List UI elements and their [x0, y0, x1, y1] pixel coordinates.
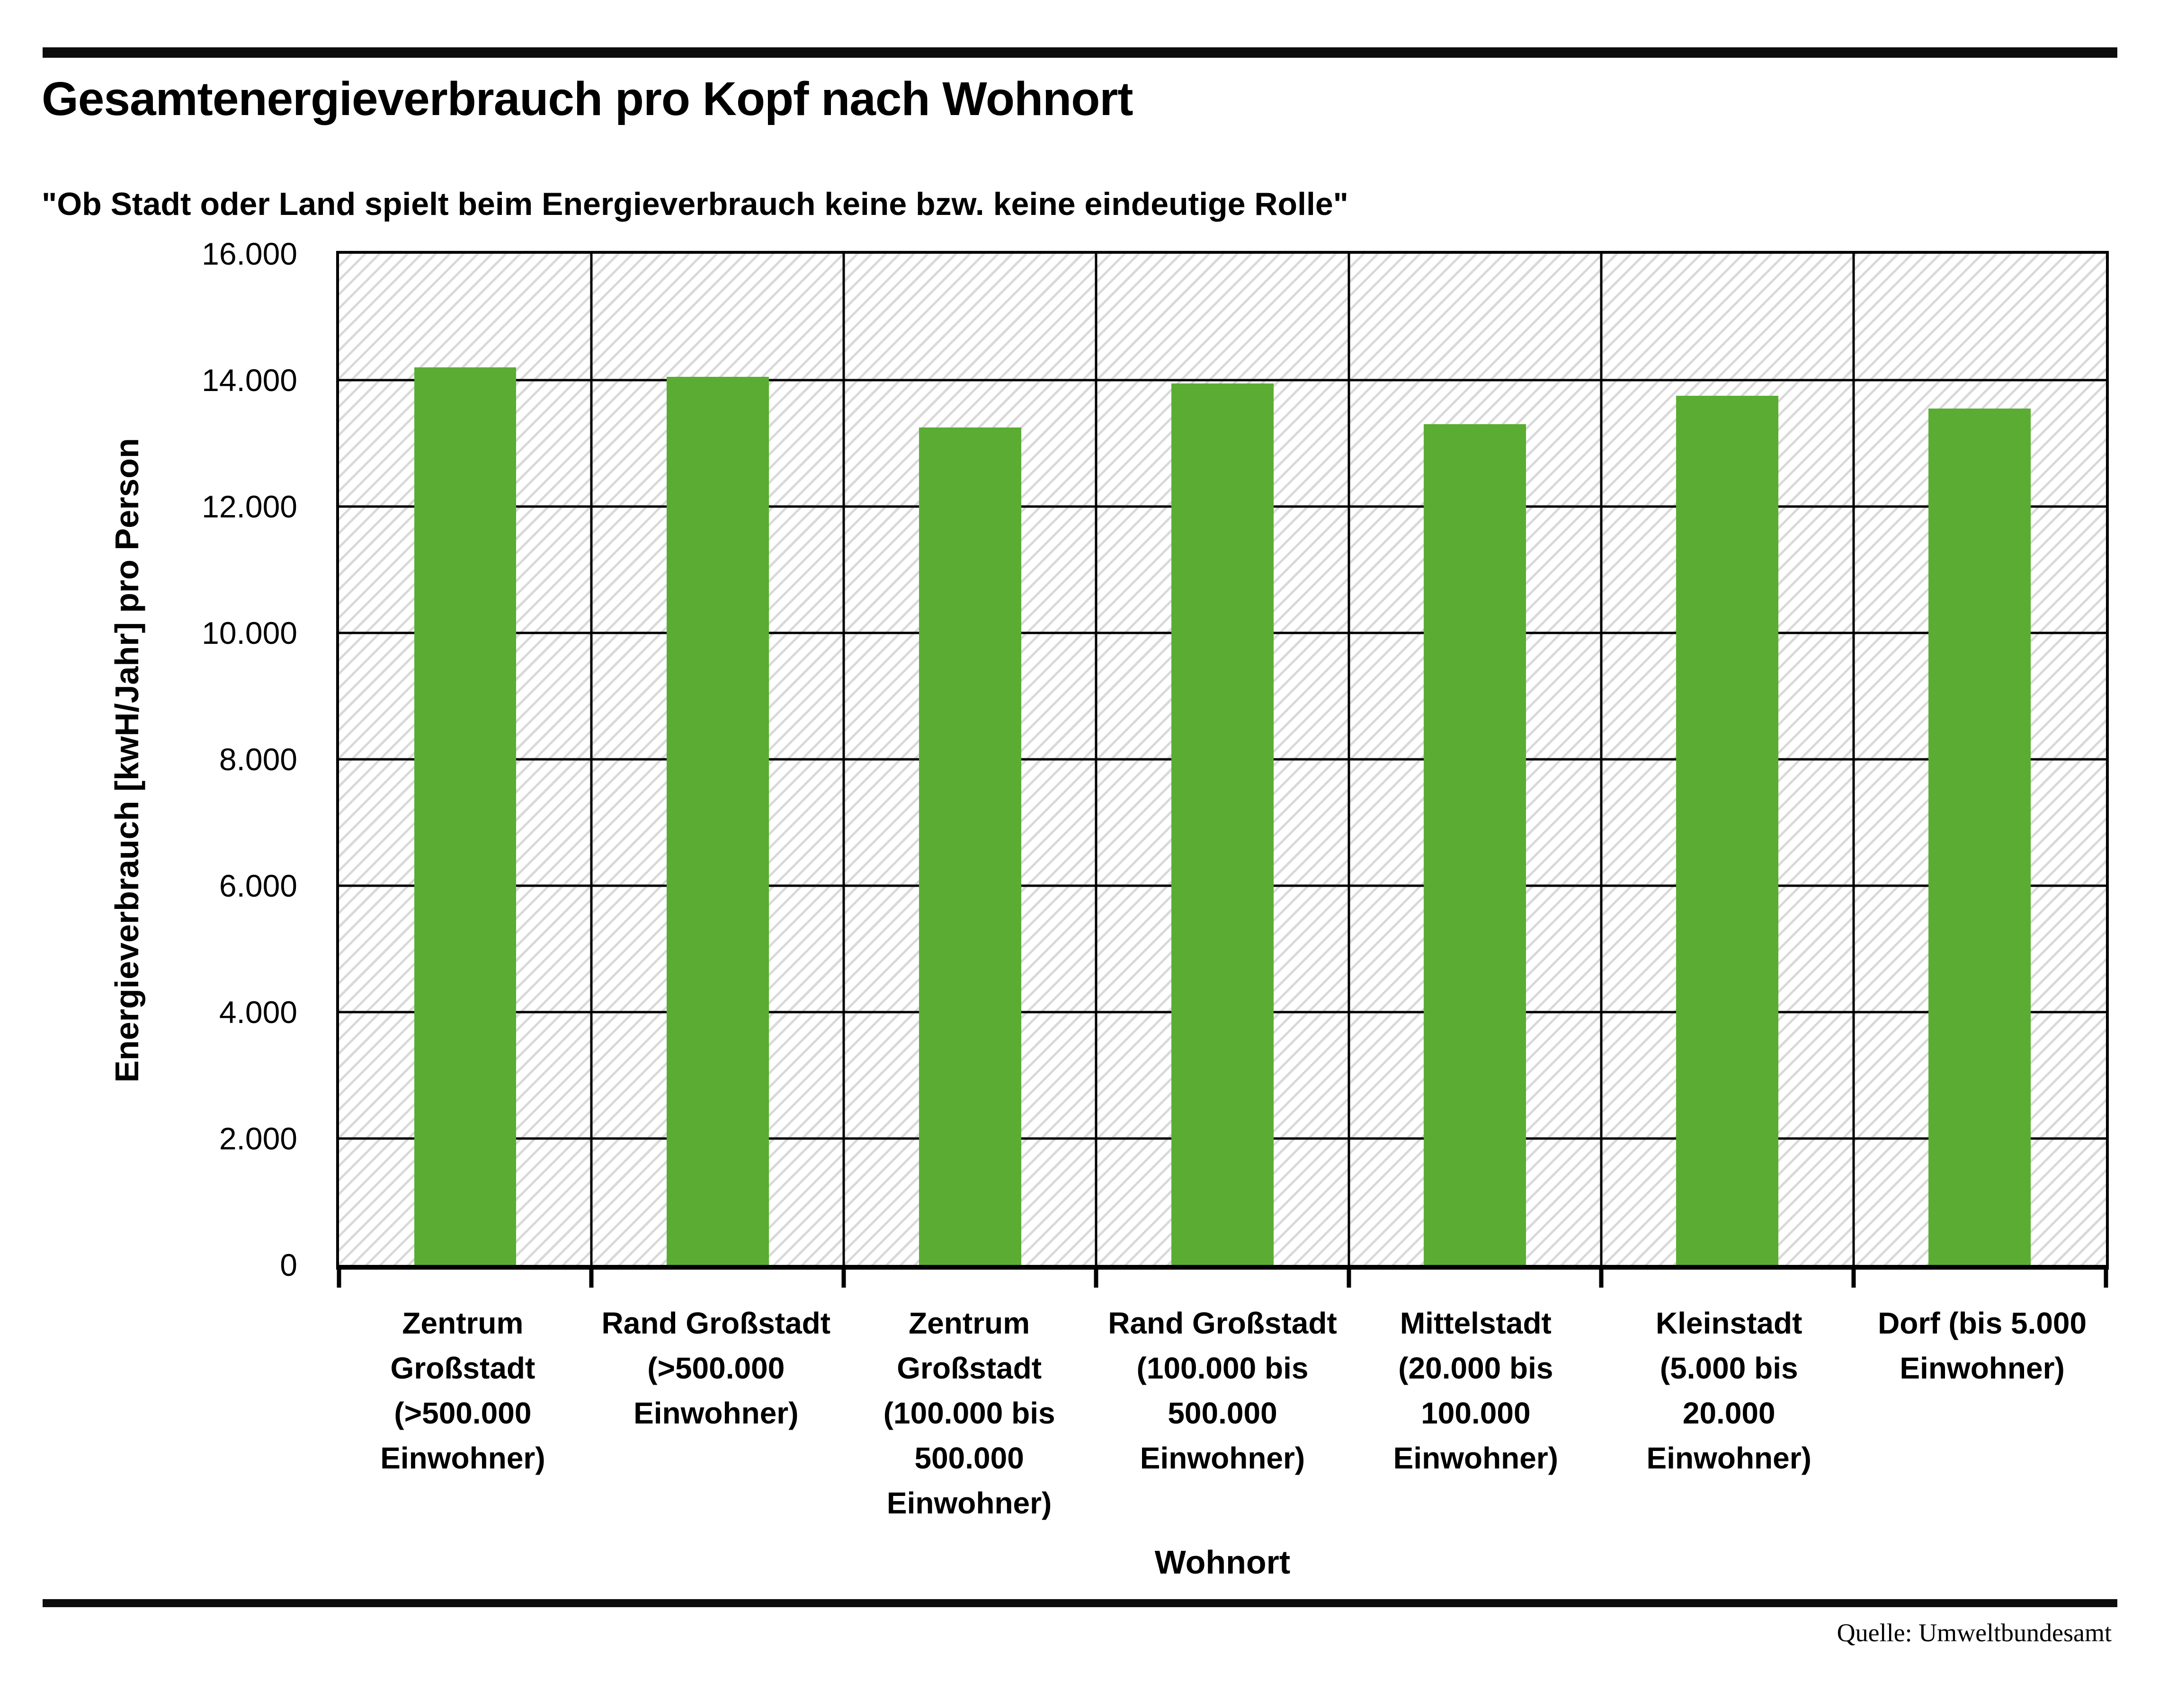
- source-note: Quelle: Umweltbundesamt: [1837, 1619, 2112, 1647]
- page-title: Gesamtenergieverbrauch pro Kopf nach Woh…: [42, 72, 1133, 125]
- y-tick-label: 0: [280, 1247, 297, 1282]
- bars-container: [339, 254, 2106, 1265]
- y-tick-label: 12.000: [202, 489, 297, 524]
- top-rule: [43, 47, 2117, 58]
- x-axis-title: Wohnort: [1154, 1544, 1291, 1581]
- y-tick-label: 6.000: [219, 868, 297, 903]
- x-axis-tick-marks: [337, 1270, 2108, 1288]
- page-subtitle: "Ob Stadt oder Land spielt beim Energiev…: [42, 186, 1348, 222]
- category-cell: [844, 254, 1096, 1265]
- gridline: [339, 379, 2106, 382]
- y-tick-label: 10.000: [202, 615, 297, 650]
- category-label: Mittelstadt (20.000 bis 100.000 Einwohne…: [1393, 1306, 1559, 1475]
- category-cell: [339, 254, 591, 1265]
- category-label: Rand Großstadt (100.000 bis 500.000 Einw…: [1108, 1306, 1337, 1475]
- category-label: Kleinstadt (5.000 bis 20.000 Einwohner): [1646, 1306, 1811, 1475]
- bar-rand-grossstadt-500k: [666, 377, 769, 1265]
- chart-plot-area: [336, 251, 2109, 1270]
- bar-mittelstadt: [1424, 424, 1526, 1265]
- x-tick-mark: [589, 1270, 594, 1288]
- category-divider: [1852, 254, 1855, 1265]
- bar-zentrum-grossstadt-100k-500k: [919, 427, 1021, 1265]
- category-divider: [590, 254, 593, 1265]
- x-tick-mark: [1851, 1270, 1856, 1288]
- category-cell: [1349, 254, 1601, 1265]
- x-tick-mark: [337, 1270, 341, 1288]
- bar-dorf: [1928, 409, 2031, 1265]
- category-label: Rand Großstadt (>500.000 Einwohner): [601, 1306, 831, 1430]
- x-tick-mark: [1094, 1270, 1098, 1288]
- category-cell: [1854, 254, 2106, 1265]
- y-axis-tick-labels: 16.000 14.000 12.000 10.000 8.000 6.000 …: [0, 236, 297, 1282]
- y-tick-label: 16.000: [202, 236, 297, 271]
- y-tick-label: 2.000: [219, 1121, 297, 1156]
- x-axis-category-labels: Zentrum Großstadt (>500.000 Einwohner) R…: [336, 1301, 2109, 1526]
- category-cell: [1096, 254, 1348, 1265]
- bar-zentrum-grossstadt-500k: [414, 367, 517, 1265]
- x-tick-mark: [1347, 1270, 1351, 1288]
- y-tick-label: 8.000: [219, 742, 297, 777]
- category-label: Zentrum Großstadt (100.000 bis 500.000 E…: [883, 1306, 1055, 1520]
- x-tick-mark: [1599, 1270, 1604, 1288]
- category-divider: [1095, 254, 1097, 1265]
- bar-rand-grossstadt-100k-500k: [1171, 383, 1274, 1265]
- category-divider: [1347, 254, 1350, 1265]
- category-label: Dorf (bis 5.000 Einwohner): [1878, 1306, 2087, 1385]
- category-label: Zentrum Großstadt (>500.000 Einwohner): [380, 1306, 545, 1475]
- category-cell: [1601, 254, 1854, 1265]
- x-tick-mark: [841, 1270, 846, 1288]
- bottom-rule: [43, 1599, 2117, 1607]
- category-divider: [842, 254, 845, 1265]
- y-tick-label: 4.000: [219, 995, 297, 1030]
- category-divider: [1600, 254, 1603, 1265]
- category-cell: [591, 254, 844, 1265]
- x-tick-mark: [2104, 1270, 2108, 1288]
- bar-kleinstadt: [1676, 396, 1779, 1265]
- y-tick-label: 14.000: [202, 363, 297, 398]
